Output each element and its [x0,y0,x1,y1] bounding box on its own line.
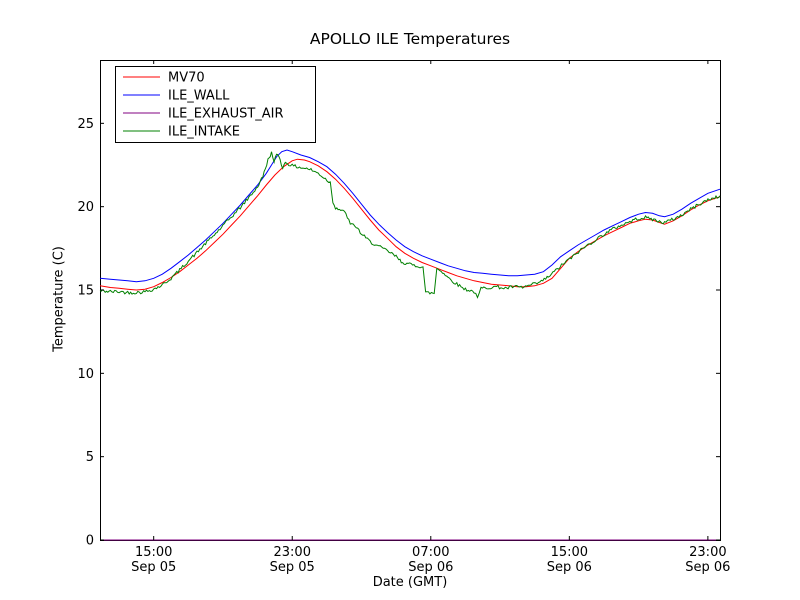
series-group [99,149,721,541]
y-tick-label: 10 [77,367,94,382]
x-tick-label-date: Sep 06 [408,560,453,575]
x-axis-label: Date (GMT) [372,575,448,590]
series-mv70 [99,158,721,291]
legend-label-ile-exhaust-air: ILE_EXHAUST_AIR [168,107,284,122]
series-ile-wall [99,149,721,283]
x-tick-label-time: 23:00 [689,545,726,560]
x-tick-label-time: 15:00 [551,545,588,560]
x-tick-label-date: Sep 06 [547,560,592,575]
x-tick-label-date: Sep 06 [685,560,730,575]
chart-title: APOLLO ILE Temperatures [309,30,511,48]
y-tick-label: 15 [77,284,94,299]
y-tick-label: 0 [86,534,94,549]
legend-label-ile-intake: ILE_INTAKE [168,125,240,140]
x-tick-label-time: 23:00 [274,545,311,560]
x-tick-label-date: Sep 05 [270,560,315,575]
y-tick-label: 20 [77,200,94,215]
y-tick-label: 5 [86,450,94,465]
legend-label-mv70: MV70 [168,71,205,86]
y-tick-label: 25 [77,117,94,132]
legend: MV70 ILE_WALL ILE_EXHAUST_AIR ILE_INTAKE [115,66,316,143]
series-ile-intake [99,151,721,299]
legend-box [115,66,316,143]
x-tick-label-time: 07:00 [412,545,449,560]
x-tick-label-time: 15:00 [135,545,172,560]
legend-label-ile-wall: ILE_WALL [168,89,230,104]
x-tick-label-date: Sep 05 [131,560,176,575]
